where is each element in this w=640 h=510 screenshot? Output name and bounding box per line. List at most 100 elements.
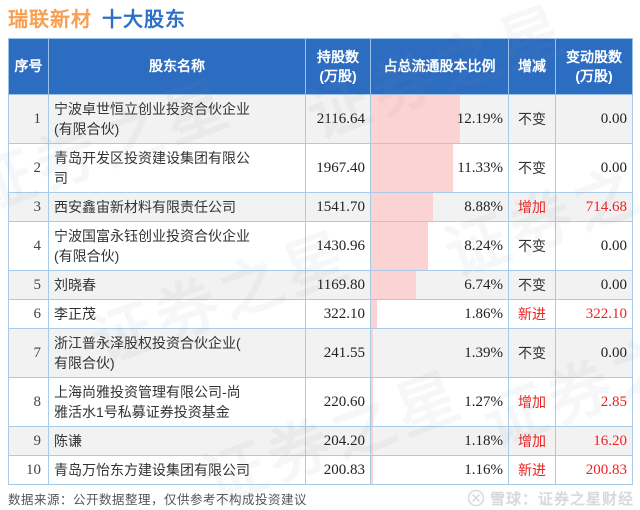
page-title: 瑞联新材 十大股东: [8, 3, 186, 32]
cell-delta-shares: 0.00: [555, 221, 633, 271]
ratio-bar: [371, 144, 453, 192]
ratio-bar: [371, 329, 373, 377]
ratio-bar: [371, 271, 416, 299]
cell-delta-shares: 0.00: [555, 328, 633, 378]
cell-change-status: 增加: [508, 192, 556, 222]
cell-shares-held: 1967.40: [305, 143, 371, 193]
cell-shareholder-name: 宁波国富永钰创业投资合伙企业(有限合伙): [48, 221, 306, 271]
stock-name: 瑞联新材: [8, 9, 92, 31]
cell-shares-held: 200.83: [305, 455, 371, 485]
ratio-bar: [371, 427, 373, 455]
col-header-ratio: 占总流通股本比例: [370, 38, 509, 95]
cell-change-status: 新进: [508, 299, 556, 329]
footer: 数据来源：公开数据整理，仅供参考不构成投资建议 雪球：证券之星财经: [8, 487, 634, 509]
cell-ratio: 1.16%: [370, 455, 509, 485]
table-row: 5 刘晓春 1169.80 6.74% 不变 0.00: [8, 270, 633, 300]
cell-delta-shares: 200.83: [555, 455, 633, 485]
cell-shareholder-name: 宁波卓世恒立创业投资合伙企业(有限合伙): [48, 94, 306, 144]
cell-change-status: 不变: [508, 270, 556, 300]
ratio-value: 12.19%: [456, 111, 503, 127]
table-row: 6 李正茂 322.10 1.86% 新进 322.10: [8, 299, 633, 329]
cell-shareholder-name: 西安鑫宙新材料有限责任公司: [48, 192, 306, 222]
data-source-note: 数据来源：公开数据整理，仅供参考不构成投资建议: [8, 492, 308, 507]
cell-row-number: 5: [8, 270, 49, 300]
ratio-bar: [371, 222, 429, 270]
cell-shares-held: 1430.96: [305, 221, 371, 271]
cell-row-number: 10: [8, 455, 49, 485]
cell-delta-shares: 16.20: [555, 426, 633, 456]
ratio-value: 8.88%: [464, 199, 503, 215]
cell-shareholder-name: 青岛万怡东方建设集团有限公司: [48, 455, 306, 485]
cell-shareholder-name: 李正茂: [48, 299, 306, 329]
cell-change-status: 不变: [508, 94, 556, 144]
cell-ratio: 1.18%: [370, 426, 509, 456]
cell-row-number: 9: [8, 426, 49, 456]
cell-shareholder-name: 上海尚雅投资管理有限公司-尚雅活水1号私募证券投资基金: [48, 377, 306, 427]
cell-ratio: 1.86%: [370, 299, 509, 329]
ratio-value: 1.18%: [464, 433, 503, 449]
table-row: 7 浙江普永泽股权投资合伙企业(有限合伙) 241.55 1.39% 不变 0.…: [8, 328, 633, 378]
cell-row-number: 3: [8, 192, 49, 222]
cell-change-status: 新进: [508, 455, 556, 485]
cell-shares-held: 322.10: [305, 299, 371, 329]
ratio-bar: [371, 95, 460, 143]
cell-change-status: 不变: [508, 328, 556, 378]
ratio-bar: [371, 300, 377, 328]
col-header-delta-shares: 变动股数 (万股): [555, 38, 633, 95]
brand-text: 雪球：证券之星财经: [489, 490, 634, 508]
table-row: 4 宁波国富永钰创业投资合伙企业(有限合伙) 1430.96 8.24% 不变 …: [8, 221, 633, 271]
cell-shares-held: 220.60: [305, 377, 371, 427]
cell-delta-shares: 0.00: [555, 94, 633, 144]
cell-change-status: 增加: [508, 377, 556, 427]
cell-shareholder-name: 浙江普永泽股权投资合伙企业(有限合伙): [48, 328, 306, 378]
cell-row-number: 2: [8, 143, 49, 193]
col-header-shares: 持股数 (万股): [305, 38, 371, 95]
table-row: 1 宁波卓世恒立创业投资合伙企业(有限合伙) 2116.64 12.19% 不变…: [8, 94, 633, 144]
table-header: 序号 股东名称 持股数 (万股) 占总流通股本比例 增减 变动股数 (万股): [8, 38, 633, 95]
cell-change-status: 不变: [508, 143, 556, 193]
table-row: 9 陈谦 204.20 1.18% 增加 16.20: [8, 426, 633, 456]
cell-change-status: 增加: [508, 426, 556, 456]
cell-row-number: 8: [8, 377, 49, 427]
cell-row-number: 7: [8, 328, 49, 378]
table-row: 8 上海尚雅投资管理有限公司-尚雅活水1号私募证券投资基金 220.60 1.2…: [8, 377, 633, 427]
cell-shareholder-name: 青岛开发区投资建设集团有限公司: [48, 143, 306, 193]
xueqiu-snowball-icon: [467, 489, 485, 507]
cell-row-number: 1: [8, 94, 49, 144]
cell-shares-held: 1541.70: [305, 192, 371, 222]
cell-shares-held: 1169.80: [305, 270, 371, 300]
cell-shares-held: 2116.64: [305, 94, 371, 144]
cell-delta-shares: 0.00: [555, 143, 633, 193]
cell-ratio: 8.24%: [370, 221, 509, 271]
cell-ratio: 1.39%: [370, 328, 509, 378]
cell-shares-held: 204.20: [305, 426, 371, 456]
table-row: 10 青岛万怡东方建设集团有限公司 200.83 1.16% 新进 200.83: [8, 455, 633, 485]
col-header-index: 序号: [8, 38, 49, 95]
ratio-bar: [371, 456, 373, 484]
cell-row-number: 4: [8, 221, 49, 271]
ratio-value: 1.16%: [464, 462, 503, 478]
cell-delta-shares: 2.85: [555, 377, 633, 427]
table-body: 1 宁波卓世恒立创业投资合伙企业(有限合伙) 2116.64 12.19% 不变…: [8, 94, 633, 485]
cell-shareholder-name: 陈谦: [48, 426, 306, 456]
cell-ratio: 12.19%: [370, 94, 509, 144]
cell-ratio: 6.74%: [370, 270, 509, 300]
ratio-value: 6.74%: [464, 277, 503, 293]
col-header-change: 增减: [508, 38, 556, 95]
table-row: 3 西安鑫宙新材料有限责任公司 1541.70 8.88% 增加 714.68: [8, 192, 633, 222]
cell-shareholder-name: 刘晓春: [48, 270, 306, 300]
ratio-value: 1.86%: [464, 306, 503, 322]
cell-delta-shares: 0.00: [555, 270, 633, 300]
ratio-bar: [371, 193, 434, 221]
shareholders-table: 序号 股东名称 持股数 (万股) 占总流通股本比例 增减 变动股数 (万股) 1…: [8, 38, 633, 485]
brand-watermark: 雪球：证券之星财经: [467, 488, 634, 509]
col-header-name: 股东名称: [48, 38, 306, 95]
ratio-bar: [371, 378, 373, 426]
cell-delta-shares: 322.10: [555, 299, 633, 329]
title-suffix: 十大股东: [102, 9, 186, 31]
cell-ratio: 11.33%: [370, 143, 509, 193]
cell-change-status: 不变: [508, 221, 556, 271]
ratio-value: 8.24%: [464, 238, 503, 254]
ratio-value: 1.39%: [464, 345, 503, 361]
cell-ratio: 8.88%: [370, 192, 509, 222]
